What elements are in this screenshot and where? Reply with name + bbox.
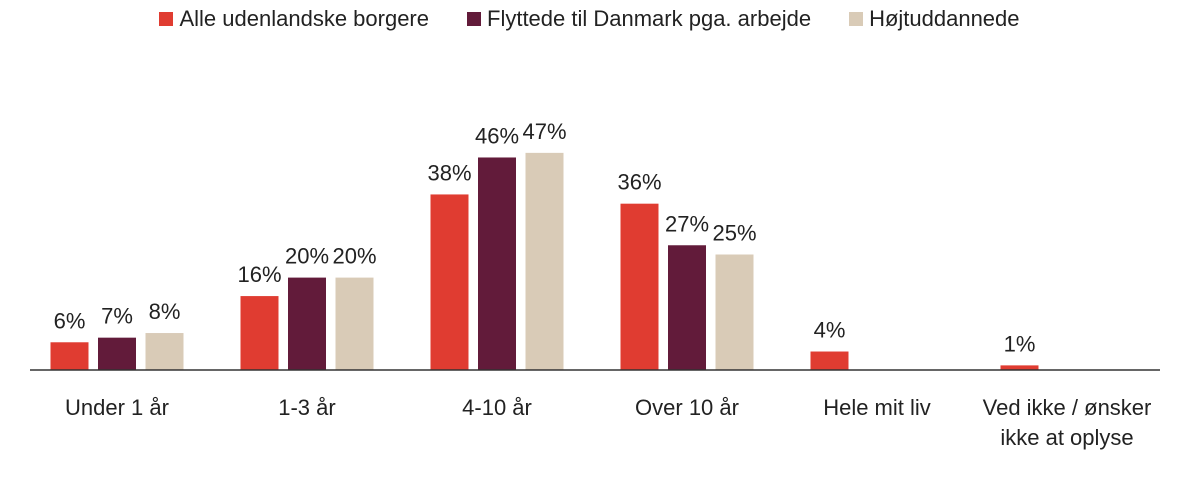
bar <box>288 277 326 370</box>
data-label: 20% <box>332 244 376 269</box>
bar <box>240 296 279 370</box>
data-label: 6% <box>54 308 86 333</box>
data-label: 8% <box>149 299 181 324</box>
legend-label: Flyttede til Danmark pga. arbejde <box>487 6 812 31</box>
bar <box>430 194 469 370</box>
bar <box>620 203 659 370</box>
legend-item: Højtuddannede <box>849 6 1020 32</box>
legend-swatch <box>849 12 864 26</box>
data-label: 47% <box>522 119 566 144</box>
bar <box>478 157 516 370</box>
legend-label: Alle udenlandske borgere <box>179 6 429 31</box>
data-label: 46% <box>475 123 519 148</box>
x-tick-label: Hele mit liv <box>823 395 931 420</box>
x-tick-label: 4-10 år <box>462 395 532 420</box>
bar <box>145 333 184 370</box>
data-label: 16% <box>237 262 281 287</box>
data-label: 20% <box>285 244 329 269</box>
x-tick-label: Over 10 år <box>635 395 739 420</box>
bar <box>810 351 849 370</box>
data-label: 25% <box>712 221 756 246</box>
legend-item: Flyttede til Danmark pga. arbejde <box>467 6 811 32</box>
data-label: 27% <box>665 211 709 236</box>
legend-swatch <box>467 12 481 26</box>
x-tick-label: Under 1 år <box>65 395 169 420</box>
bar <box>715 254 754 370</box>
data-label: 7% <box>101 304 133 329</box>
data-label: 36% <box>617 170 661 195</box>
bar <box>525 152 564 370</box>
legend-swatch <box>159 12 174 26</box>
x-tick-label: 1-3 år <box>278 395 336 420</box>
bar <box>98 337 136 370</box>
data-label: 1% <box>1004 331 1036 356</box>
legend-label: Højtuddannede <box>869 6 1020 31</box>
data-label: 38% <box>427 160 471 185</box>
bar <box>668 245 706 370</box>
bar <box>50 342 89 370</box>
legend-item: Alle udenlandske borgere <box>159 6 429 32</box>
bar <box>335 277 374 370</box>
data-label: 4% <box>814 318 846 343</box>
bar <box>1000 365 1039 370</box>
x-tick-label: Ved ikke / ønsker ikke at oplyse <box>982 395 1152 450</box>
legend: Alle udenlandske borgere Flyttede til Dan… <box>0 6 1179 32</box>
